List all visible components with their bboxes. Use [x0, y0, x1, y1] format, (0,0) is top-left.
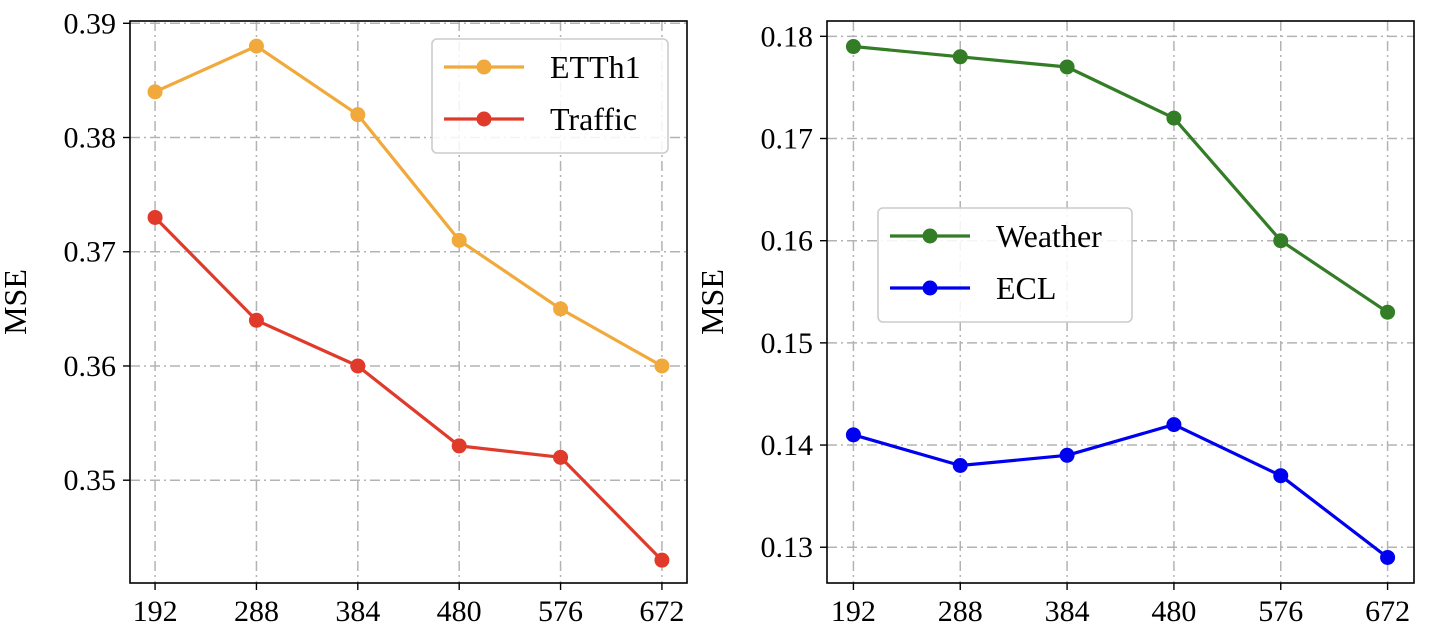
- y-tick-label: 0.15: [761, 327, 814, 360]
- right-chart: 192 288 384 480 576 672 0.13 0.14 0.15 0.16 0.17 0.…: [694, 20, 1415, 628]
- data-point: [1166, 110, 1182, 126]
- y-tick-label: 0.38: [64, 122, 117, 155]
- legend-label: Traffic: [550, 101, 637, 137]
- legend-swatch-marker: [476, 59, 492, 75]
- data-point: [1059, 447, 1075, 463]
- left-chart: 192 288 384 480 576 672 0.35 0.36 0.37 0.38 0.39 MS…: [0, 7, 688, 628]
- x-tick-label: 480: [1151, 595, 1196, 628]
- y-tick-label: 0.39: [64, 7, 117, 40]
- data-point: [1166, 417, 1182, 433]
- y-tick-label: 0.13: [761, 531, 814, 564]
- data-point: [147, 84, 163, 100]
- x-tick-label: 192: [133, 595, 178, 628]
- data-point: [248, 312, 264, 328]
- series-traffic: [147, 209, 670, 568]
- x-tick-label: 576: [1258, 595, 1303, 628]
- y-tick-label: 0.16: [761, 225, 814, 258]
- x-tick-label: 672: [1365, 595, 1410, 628]
- y-tick-label: 0.35: [64, 464, 117, 497]
- series-weather: [845, 39, 1396, 320]
- legend-item-etth1: ETTh1: [444, 49, 641, 85]
- legend-swatch-marker: [922, 280, 938, 296]
- data-point: [451, 232, 467, 248]
- legend-swatch-marker: [476, 111, 492, 127]
- legend-item-weather: Weather: [890, 218, 1102, 254]
- y-axis-label: MSE: [0, 269, 33, 335]
- series-ecl: [845, 417, 1396, 565]
- x-tick-label: 288: [938, 595, 983, 628]
- x-tick-label: 480: [437, 595, 482, 628]
- x-tick-label: 288: [234, 595, 279, 628]
- data-point: [845, 39, 861, 55]
- data-point: [451, 438, 467, 454]
- x-tick-label: 576: [538, 595, 583, 628]
- legend-label: Weather: [996, 218, 1102, 254]
- data-point: [553, 449, 569, 465]
- legend-item-traffic: Traffic: [444, 101, 637, 137]
- data-point: [147, 209, 163, 225]
- series-etth1: [147, 38, 670, 374]
- y-tick-label: 0.18: [761, 20, 814, 53]
- data-point: [1273, 468, 1289, 484]
- data-point: [1273, 233, 1289, 249]
- data-point: [845, 427, 861, 443]
- data-point: [952, 457, 968, 473]
- x-tick-label: 192: [831, 595, 876, 628]
- series-line-ecl: [852, 423, 1389, 559]
- y-tick-label: 0.14: [761, 429, 814, 462]
- legend-item-ecl: ECL: [890, 270, 1056, 306]
- legend: ETTh1 Traffic: [431, 38, 669, 154]
- legend: Weather ECL: [877, 207, 1133, 323]
- plot-frame: [826, 20, 1415, 584]
- plot-frame: [129, 20, 688, 584]
- y-tick-label: 0.17: [761, 123, 814, 156]
- data-point: [248, 38, 264, 54]
- x-tick-label: 384: [335, 595, 380, 628]
- data-point: [654, 552, 670, 568]
- data-point: [1380, 549, 1396, 565]
- series-line-traffic: [153, 216, 664, 562]
- data-point: [952, 49, 968, 65]
- data-point: [553, 301, 569, 317]
- legend-label: ETTh1: [550, 49, 641, 85]
- series-line-weather: [853, 44, 1389, 314]
- data-point: [1059, 59, 1075, 75]
- data-point: [654, 358, 670, 374]
- x-tick-label: 672: [639, 595, 684, 628]
- data-point: [350, 358, 366, 374]
- y-tick-label: 0.36: [64, 350, 117, 383]
- series-line-etth1: [154, 44, 663, 368]
- legend-swatch-marker: [922, 228, 938, 244]
- y-axis-label: MSE: [694, 269, 730, 335]
- y-tick-label: 0.37: [64, 236, 117, 269]
- x-tick-label: 384: [1045, 595, 1090, 628]
- legend-label: ECL: [996, 270, 1056, 306]
- data-point: [1380, 304, 1396, 320]
- data-point: [350, 107, 366, 123]
